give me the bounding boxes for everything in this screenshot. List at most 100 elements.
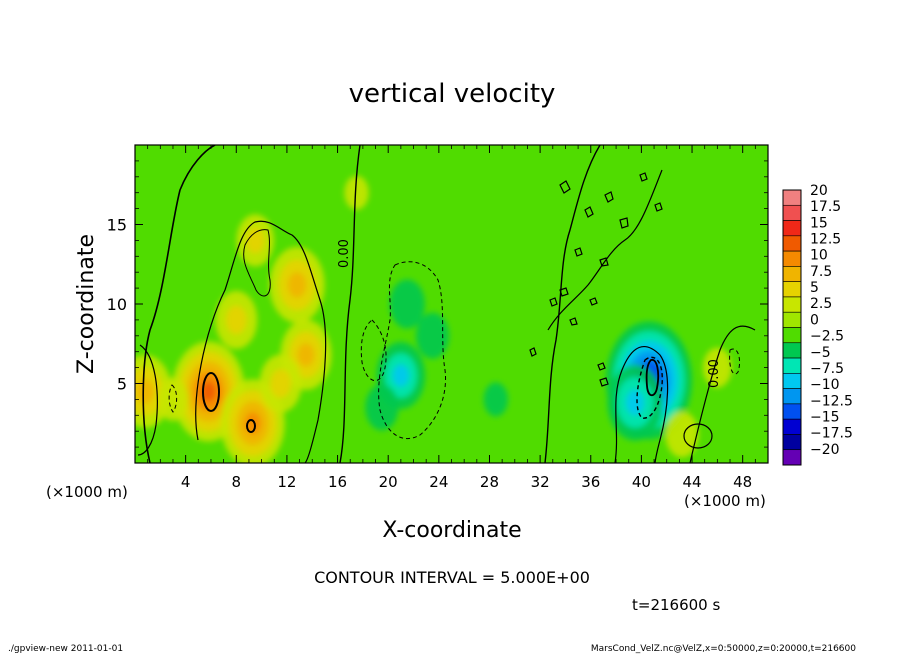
colorbar-label: 15 <box>810 215 828 231</box>
colorbar-cell <box>782 342 802 359</box>
field-blob <box>297 343 315 367</box>
field-blob <box>389 279 425 329</box>
y-tick-label: 10 <box>107 295 127 314</box>
colorbar-label: 7.5 <box>810 264 832 280</box>
colorbar-label: 5 <box>810 280 819 296</box>
zero-contour-label-right: 0.00 <box>707 359 722 388</box>
y-axis: 5 10 15 <box>107 160 768 448</box>
colorbar-label: −5 <box>810 345 831 361</box>
negative-contour-far-right <box>729 348 741 375</box>
colorbar-label: −12.5 <box>810 393 853 409</box>
field-blob <box>270 369 292 398</box>
field-blob <box>365 384 399 431</box>
colorbar-cell <box>782 281 802 298</box>
field-blob <box>136 379 154 404</box>
x-unit-label-left: (×1000 m) <box>46 483 128 501</box>
negative-contour-blue-core <box>636 356 663 419</box>
colorbar-cell <box>782 296 802 313</box>
x-tick-label: 40 <box>632 473 651 491</box>
positive-contour-left-edge <box>137 344 158 456</box>
field-blob <box>201 381 216 402</box>
colorbar: 2017.51512.5107.552.50−2.5−5−7.5−10−12.5… <box>782 183 853 466</box>
y-tick-label: 5 <box>117 375 127 394</box>
field-blob <box>245 227 265 254</box>
colorbar-cell <box>782 388 802 405</box>
y-tick-label: 15 <box>107 216 127 235</box>
zero-contour-far-right <box>689 325 756 463</box>
x-tick-label: 16 <box>328 473 347 491</box>
colorbar-label: −20 <box>810 442 840 458</box>
x-axis: 4 8 12 16 20 24 28 32 36 40 44 48 <box>147 145 756 491</box>
colorbar-label: −15 <box>810 409 840 425</box>
zero-contour-label-left: 0.00 <box>337 239 352 268</box>
colorbar-cell <box>782 373 802 389</box>
contour-5-small-core <box>246 419 256 433</box>
field-blob <box>225 305 247 335</box>
colorbar-label: 0 <box>810 312 819 328</box>
colorbar-cell <box>782 266 802 282</box>
field-blob <box>415 312 450 359</box>
colorbar-cell <box>782 311 802 328</box>
zero-contour-upper-plume <box>243 229 271 297</box>
field-blob <box>483 382 509 417</box>
colorbar-label: 2.5 <box>810 296 832 312</box>
x-tick-label: 4 <box>181 473 191 491</box>
x-tick-label: 44 <box>682 473 701 491</box>
colorbar-label: 20 <box>810 183 828 199</box>
colorbar-cell <box>782 189 802 206</box>
chart-title: vertical velocity <box>349 79 556 109</box>
x-tick-label: 28 <box>480 473 499 491</box>
footer-right: MarsCond_VelZ.nc@VelZ,x=0:50000,z=0:2000… <box>591 644 856 654</box>
field-blob <box>392 364 409 387</box>
colorbar-cell <box>782 250 802 267</box>
colorbar-cell <box>782 418 802 435</box>
x-tick-label: 12 <box>277 473 296 491</box>
x-tick-label: 36 <box>581 473 600 491</box>
colorbar-cell <box>782 357 802 374</box>
x-tick-label: 24 <box>429 473 448 491</box>
x-tick-label: 32 <box>531 473 550 491</box>
colorbar-cell <box>782 327 802 344</box>
zero-contour-blue-zone <box>614 345 669 463</box>
field-blob <box>344 175 369 210</box>
small-contours-upper-right <box>529 172 663 387</box>
colorbar-label: −17.5 <box>810 426 853 442</box>
colorbar-label: −7.5 <box>810 361 844 377</box>
positive-contour-right-blob <box>683 423 713 449</box>
colorbar-label: 12.5 <box>810 232 841 248</box>
time-label: t=216600 s <box>632 596 720 614</box>
colorbar-cell <box>782 204 802 221</box>
contour-interval-label: CONTOUR INTERVAL = 5.000E+00 <box>314 568 590 587</box>
x-unit-label-right: (×1000 m) <box>684 492 766 510</box>
field-blob <box>157 377 189 421</box>
contour-5-left-core <box>202 372 220 412</box>
zero-contour-mid-line <box>339 145 361 463</box>
colorbar-label: −10 <box>810 377 840 393</box>
field-blob <box>244 412 261 435</box>
negative-contour-center <box>378 261 447 440</box>
negative-contour-left <box>168 384 178 413</box>
zero-contour-right-filaments <box>547 169 663 331</box>
colorbar-cell <box>782 235 802 252</box>
footer-left: ./gpview-new 2011-01-01 <box>8 644 123 654</box>
zero-contour-left-core <box>195 220 327 463</box>
velocity-field <box>135 175 732 463</box>
colorbar-cell <box>782 434 802 451</box>
colorbar-label: 10 <box>810 248 828 264</box>
x-tick-label: 48 <box>733 473 752 491</box>
colorbar-cell <box>782 220 802 237</box>
colorbar-cell <box>782 403 802 420</box>
zero-contour-left-column <box>142 145 216 463</box>
colorbar-frame <box>782 189 802 466</box>
plot-area: 0.00 0.00 <box>135 145 768 463</box>
colorbar-label: −2.5 <box>810 329 844 345</box>
field-blob <box>702 347 732 388</box>
contour-minus-10-core <box>645 359 660 397</box>
x-axis-label: X-coordinate <box>382 518 521 543</box>
contour-lines <box>137 145 756 463</box>
negative-contour-center-left <box>360 319 387 382</box>
x-tick-label: 8 <box>232 473 242 491</box>
field-blob <box>287 272 307 298</box>
colorbar-label: 17.5 <box>810 199 841 215</box>
